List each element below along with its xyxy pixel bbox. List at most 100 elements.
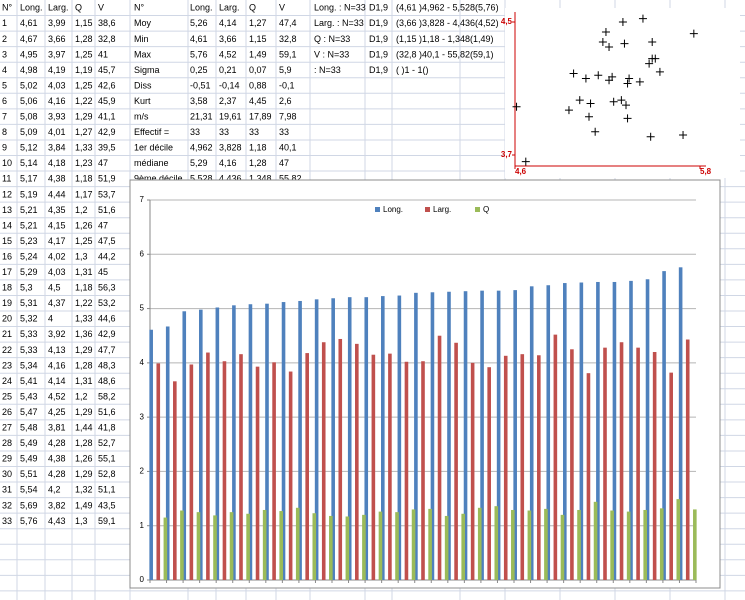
cell-text: 59,1 (279, 49, 297, 59)
cell-text: 17,89 (249, 112, 272, 122)
cell-text: 5,3 (20, 283, 33, 293)
point (605, 42, 614, 51)
bar (626, 511, 631, 580)
cell-text: 5,19 (20, 189, 38, 199)
cell-text: 55,82 (279, 174, 302, 184)
point (575, 96, 584, 105)
header-cell: V (279, 3, 285, 13)
bar (437, 335, 442, 580)
point (586, 99, 595, 108)
cell-text: 19,61 (219, 112, 242, 122)
bar (215, 307, 220, 580)
cell-text: 10 (2, 158, 12, 168)
cell-text: 5,47 (20, 407, 38, 417)
bar (619, 342, 624, 580)
scatter-chart: 4,6 5,8 3,7 4,5 (501, 8, 740, 178)
summary-text: (1,15 )1,18 - 1,348(1,49) (396, 34, 494, 44)
cell-text: 4,03 (48, 80, 66, 90)
cell-text: 33 (219, 127, 229, 137)
cell-text: Kurt (134, 96, 151, 106)
cell-text: 33 (2, 516, 12, 526)
cell-text: 4,28 (48, 438, 66, 448)
bar (693, 509, 697, 580)
bar (222, 361, 227, 580)
cell-text: 33 (190, 127, 200, 137)
cell-text: 4 (2, 65, 7, 75)
cell-text: 32 (2, 500, 12, 510)
bar (371, 354, 376, 580)
cell-text: 4,52 (48, 391, 66, 401)
bar (395, 512, 399, 580)
cell-text: 1,25 (75, 236, 93, 246)
bar (248, 304, 253, 580)
bar (345, 516, 350, 580)
cell-text: 5,09 (20, 127, 38, 137)
cell-text: 5,23 (20, 236, 38, 246)
bar (477, 507, 482, 580)
cell-text: 1,348 (249, 174, 272, 184)
cell-text: 51,6 (98, 205, 116, 215)
cell-text: 3,97 (48, 49, 66, 59)
bar (612, 281, 617, 580)
summary-text: Q : N=33 (314, 34, 350, 44)
cell-text: 1,31 (75, 267, 93, 277)
point (564, 106, 573, 115)
bar (520, 354, 525, 580)
point (651, 54, 660, 63)
cell-text: 1,27 (249, 18, 267, 28)
point (618, 18, 627, 26)
summary-text: : N=33 (314, 65, 341, 75)
bar (173, 381, 177, 580)
cell-text: 58,2 (98, 391, 116, 401)
bar (378, 511, 383, 580)
bar (229, 512, 234, 580)
cell-text: 2,6 (279, 96, 292, 106)
cell-text: 3,92 (48, 329, 66, 339)
cell-text: 32,8 (279, 34, 297, 44)
bar (338, 338, 343, 580)
cell-text: 1 (2, 18, 7, 28)
y-tick-label: 5 (140, 304, 145, 313)
legend-swatch (375, 207, 380, 212)
cell-text: 4,44 (48, 189, 66, 199)
cell-text: 31 (2, 485, 12, 495)
legend-label: Long. (383, 205, 403, 214)
cell-text: 4,15 (48, 220, 66, 230)
cell-text: 0,88 (249, 80, 267, 90)
cell-text: 42,9 (98, 329, 116, 339)
point (646, 132, 655, 141)
point (638, 14, 647, 23)
bar (314, 299, 319, 580)
bar (255, 366, 260, 580)
cell-text: 42,9 (98, 127, 116, 137)
cell-text: 1,28 (75, 34, 93, 44)
cell-text: 4 (48, 314, 53, 324)
bar (246, 513, 250, 580)
header-cell: Q (249, 3, 256, 13)
cell-text: 5,9 (279, 65, 292, 75)
bar (496, 290, 501, 580)
cell-text: 5,17 (20, 174, 38, 184)
cell-text: 5,29 (20, 267, 38, 277)
cell-text: 28 (2, 438, 12, 448)
cell-text: 1,19 (75, 65, 93, 75)
cell-text: 4,95 (20, 49, 38, 59)
cell-text: 4,14 (219, 18, 237, 28)
point (623, 79, 632, 88)
cell-text: m/s (134, 112, 149, 122)
cell-text: 33 (249, 127, 259, 137)
cell-text: 5,34 (20, 360, 38, 370)
point (521, 157, 530, 166)
bar (232, 305, 236, 580)
cell-text: 3,828 (219, 143, 242, 153)
cell-text: 4,13 (48, 345, 66, 355)
cell-text: 55,1 (98, 454, 116, 464)
summary-text: D1,9 (369, 49, 388, 59)
cell-text: 4,45 (249, 96, 267, 106)
cell-text: 1,22 (75, 96, 93, 106)
cell-text: 20 (2, 314, 12, 324)
bar (414, 292, 418, 580)
cell-text: 1,27 (75, 127, 93, 137)
summary-text: Larg. : N=33 (314, 18, 364, 28)
